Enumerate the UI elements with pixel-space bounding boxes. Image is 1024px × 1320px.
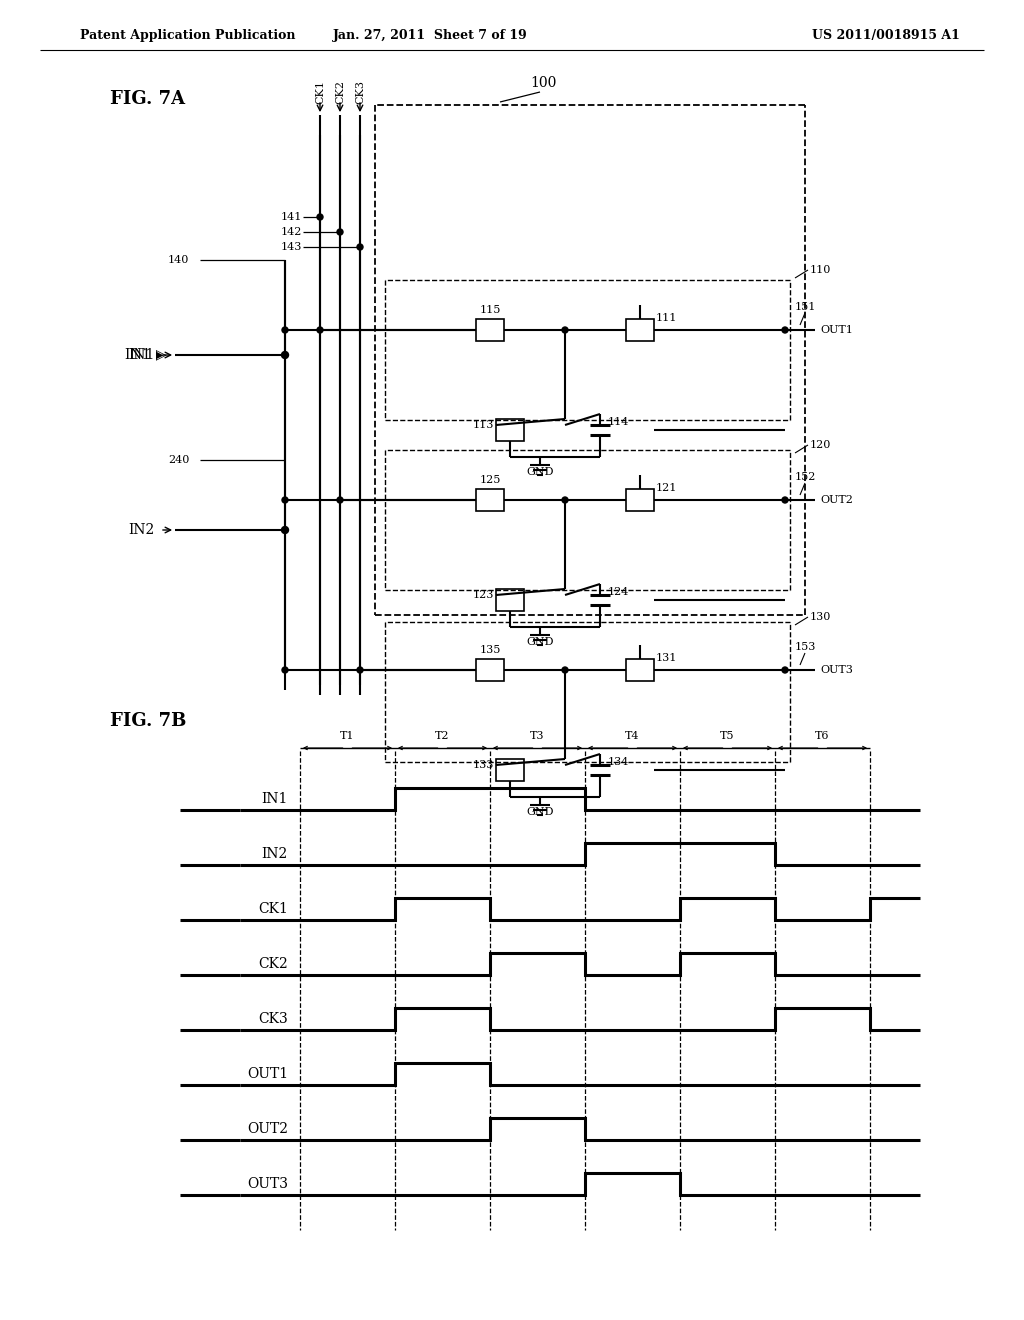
Text: 240: 240 bbox=[168, 455, 189, 465]
Text: T1: T1 bbox=[340, 731, 354, 741]
Text: CK3: CK3 bbox=[355, 81, 365, 104]
Text: 130: 130 bbox=[810, 612, 831, 622]
Text: CK2: CK2 bbox=[258, 957, 288, 970]
Text: CK2: CK2 bbox=[335, 81, 345, 104]
Bar bbox=[496, 759, 524, 781]
Text: GND: GND bbox=[526, 807, 554, 817]
Text: OUT2: OUT2 bbox=[247, 1122, 288, 1135]
Circle shape bbox=[337, 228, 343, 235]
Text: 134: 134 bbox=[608, 756, 630, 767]
Text: 113: 113 bbox=[473, 420, 494, 430]
Bar bbox=[496, 589, 524, 611]
Text: OUT1: OUT1 bbox=[820, 325, 853, 335]
Text: 125: 125 bbox=[479, 475, 501, 484]
Text: CK1: CK1 bbox=[258, 902, 288, 916]
Text: 110: 110 bbox=[810, 265, 831, 275]
Text: 121: 121 bbox=[656, 483, 677, 492]
Text: GND: GND bbox=[526, 638, 554, 647]
Bar bbox=[626, 488, 654, 511]
Circle shape bbox=[337, 498, 343, 503]
Text: T2: T2 bbox=[435, 731, 450, 741]
Circle shape bbox=[562, 498, 568, 503]
Text: GND: GND bbox=[526, 467, 554, 477]
Text: 100: 100 bbox=[530, 77, 556, 90]
Text: FIG. 7A: FIG. 7A bbox=[110, 90, 185, 108]
Text: T4: T4 bbox=[626, 731, 640, 741]
Circle shape bbox=[782, 327, 788, 333]
Text: Jan. 27, 2011  Sheet 7 of 19: Jan. 27, 2011 Sheet 7 of 19 bbox=[333, 29, 527, 41]
Text: ▶: ▶ bbox=[156, 350, 163, 360]
Circle shape bbox=[782, 667, 788, 673]
Text: Patent Application Publication: Patent Application Publication bbox=[80, 29, 296, 41]
Circle shape bbox=[282, 327, 288, 333]
Text: 115: 115 bbox=[479, 305, 501, 315]
Text: 131: 131 bbox=[656, 653, 677, 663]
Text: 120: 120 bbox=[810, 440, 831, 450]
Circle shape bbox=[357, 244, 362, 249]
Text: 142: 142 bbox=[281, 227, 302, 238]
Text: OUT2: OUT2 bbox=[820, 495, 853, 506]
Text: OUT1: OUT1 bbox=[247, 1067, 288, 1081]
Text: FIG. 7B: FIG. 7B bbox=[110, 711, 186, 730]
Bar bbox=[626, 319, 654, 341]
Circle shape bbox=[282, 351, 289, 359]
Bar bbox=[476, 659, 504, 681]
Text: CK1: CK1 bbox=[315, 81, 325, 104]
Text: IN1: IN1 bbox=[261, 792, 288, 805]
Text: OUT3: OUT3 bbox=[820, 665, 853, 675]
Circle shape bbox=[562, 667, 568, 673]
Text: 153: 153 bbox=[795, 642, 816, 652]
Text: 140: 140 bbox=[168, 255, 189, 265]
Circle shape bbox=[282, 527, 289, 533]
Text: IN1: IN1 bbox=[129, 348, 155, 362]
Circle shape bbox=[782, 498, 788, 503]
Circle shape bbox=[562, 327, 568, 333]
Bar bbox=[476, 319, 504, 341]
Text: T6: T6 bbox=[815, 731, 829, 741]
Bar bbox=[476, 488, 504, 511]
Circle shape bbox=[317, 327, 323, 333]
Text: 152: 152 bbox=[795, 473, 816, 482]
Text: 141: 141 bbox=[281, 213, 302, 222]
Text: 111: 111 bbox=[656, 313, 677, 323]
Bar bbox=[626, 659, 654, 681]
Text: IN1$\,\triangleright$: IN1$\,\triangleright$ bbox=[124, 347, 168, 363]
Bar bbox=[496, 418, 524, 441]
Text: IN2: IN2 bbox=[262, 846, 288, 861]
Text: IN2: IN2 bbox=[129, 523, 155, 537]
Circle shape bbox=[357, 667, 362, 673]
Circle shape bbox=[282, 667, 288, 673]
Text: 114: 114 bbox=[608, 417, 630, 426]
Text: 133: 133 bbox=[473, 760, 494, 770]
Text: 151: 151 bbox=[795, 302, 816, 312]
Text: T5: T5 bbox=[720, 731, 735, 741]
Circle shape bbox=[317, 214, 323, 220]
Text: CK3: CK3 bbox=[258, 1011, 288, 1026]
Text: T3: T3 bbox=[530, 731, 545, 741]
Text: 123: 123 bbox=[473, 590, 494, 601]
Text: US 2011/0018915 A1: US 2011/0018915 A1 bbox=[812, 29, 961, 41]
Text: 124: 124 bbox=[608, 587, 630, 597]
Text: 135: 135 bbox=[479, 645, 501, 655]
Text: OUT3: OUT3 bbox=[247, 1176, 288, 1191]
Circle shape bbox=[282, 498, 288, 503]
Text: 143: 143 bbox=[281, 242, 302, 252]
